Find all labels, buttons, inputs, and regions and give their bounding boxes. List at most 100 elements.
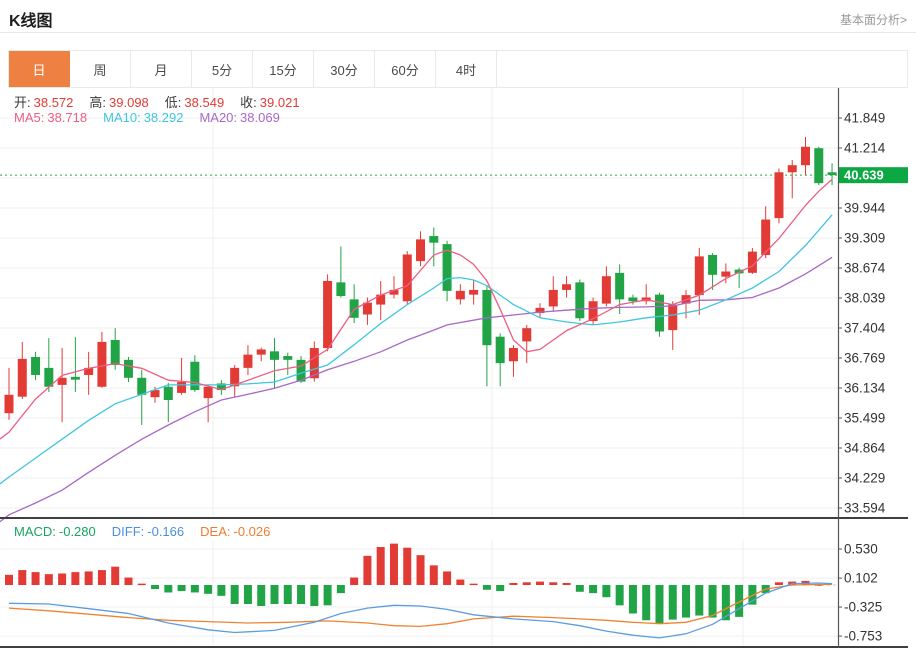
page-title: K线图 bbox=[9, 13, 53, 30]
y-axis-label: 39.944 bbox=[844, 200, 886, 215]
macd-bar bbox=[44, 574, 53, 585]
candle-body bbox=[615, 272, 625, 300]
y-axis-label: 41.214 bbox=[844, 140, 886, 155]
y-axis-label: 33.594 bbox=[844, 500, 886, 515]
candle-body bbox=[243, 354, 253, 368]
candle-body bbox=[163, 386, 173, 400]
candle-body bbox=[203, 386, 213, 399]
candle-body bbox=[44, 367, 54, 387]
tab-日[interactable]: 日 bbox=[9, 51, 70, 87]
macd-bar bbox=[310, 585, 319, 607]
y-axis-label: 36.134 bbox=[844, 380, 886, 395]
candle-body bbox=[31, 357, 41, 375]
current-price-tag bbox=[839, 167, 908, 184]
candle-body bbox=[57, 377, 67, 385]
macd-bar bbox=[97, 570, 106, 585]
candle-body bbox=[442, 244, 452, 291]
candle-body bbox=[230, 367, 240, 387]
tab-5分[interactable]: 5分 bbox=[192, 51, 253, 87]
macd-bar bbox=[695, 585, 704, 616]
candle-body bbox=[774, 172, 784, 219]
candle-body bbox=[429, 236, 439, 243]
macd-bar bbox=[482, 585, 491, 590]
dea-line bbox=[8, 583, 833, 628]
tab-30分[interactable]: 30分 bbox=[314, 51, 375, 87]
candle-body bbox=[216, 383, 226, 391]
candle-body bbox=[376, 294, 386, 305]
macd-bar bbox=[642, 585, 651, 621]
candle-body bbox=[349, 299, 359, 318]
y-axis-label: 36.769 bbox=[844, 350, 885, 365]
macd-axis-label: -0.325 bbox=[844, 600, 882, 615]
macd-bar bbox=[217, 585, 226, 596]
y-axis-label: 35.499 bbox=[844, 410, 885, 425]
fundamental-analysis-link[interactable]: 基本面分析> bbox=[839, 13, 907, 27]
macd-bar bbox=[708, 585, 717, 618]
macd-bar bbox=[509, 582, 518, 585]
candle-body bbox=[70, 376, 80, 380]
tab-周[interactable]: 周 bbox=[70, 51, 131, 87]
candle-body bbox=[362, 302, 372, 315]
macd-bar bbox=[111, 566, 120, 585]
candle-body bbox=[110, 339, 120, 366]
candle-body bbox=[508, 348, 518, 362]
macd-bar bbox=[456, 579, 465, 585]
tab-60分[interactable]: 60分 bbox=[375, 51, 436, 87]
macd-bar bbox=[243, 585, 252, 604]
macd-bar bbox=[682, 585, 691, 618]
macd-bar bbox=[536, 581, 544, 585]
candle-body bbox=[708, 254, 718, 275]
candle-body bbox=[455, 290, 465, 300]
macd-bar bbox=[58, 573, 67, 585]
candle-body bbox=[668, 304, 678, 331]
macd-bar bbox=[735, 585, 744, 617]
macd-bar bbox=[668, 585, 677, 620]
tab-15分[interactable]: 15分 bbox=[253, 51, 314, 87]
macd-bar bbox=[151, 585, 160, 590]
macd-bar bbox=[270, 585, 279, 604]
macd-bar bbox=[721, 585, 730, 621]
candle-body bbox=[323, 280, 333, 349]
ma20-line bbox=[0, 256, 833, 523]
macd-axis-label: 0.102 bbox=[844, 571, 878, 586]
ma5-line bbox=[0, 178, 833, 440]
macd-bar bbox=[403, 547, 412, 585]
candle-body bbox=[522, 328, 532, 342]
macd-bar bbox=[164, 585, 173, 593]
kline-chart[interactable]: 41.84941.21440.57939.94439.30938.67438.0… bbox=[0, 88, 916, 651]
macd-bar bbox=[323, 585, 332, 606]
macd-bar bbox=[429, 565, 438, 585]
macd-axis-label: -0.753 bbox=[844, 629, 882, 644]
candle-body bbox=[256, 349, 266, 355]
candle-body bbox=[150, 390, 160, 398]
y-axis-label: 34.864 bbox=[844, 440, 886, 455]
macd-bar bbox=[522, 582, 531, 585]
candle-body bbox=[177, 382, 187, 393]
macd-bar bbox=[655, 585, 664, 623]
interval-tabs: 日周月 5分 15分 30分 60分 4时 bbox=[8, 50, 908, 88]
y-axis-label: 39.309 bbox=[844, 230, 885, 245]
y-axis-label: 38.674 bbox=[844, 260, 886, 275]
macd-bar bbox=[124, 577, 133, 585]
ma10-line bbox=[0, 214, 833, 485]
candle-body bbox=[761, 219, 771, 255]
macd-bar bbox=[190, 585, 199, 593]
candle-body bbox=[17, 358, 27, 397]
macd-bar bbox=[615, 585, 624, 606]
macd-bar bbox=[31, 572, 40, 585]
candle-body bbox=[416, 239, 426, 262]
macd-bar bbox=[549, 582, 558, 585]
candle-body bbox=[801, 146, 810, 166]
tab-月[interactable]: 月 bbox=[131, 51, 192, 87]
macd-bar bbox=[18, 570, 27, 585]
macd-bar bbox=[363, 555, 372, 585]
macd-bar bbox=[376, 547, 385, 585]
candle-body bbox=[123, 359, 133, 378]
candle-body bbox=[137, 377, 147, 395]
macd-bar bbox=[350, 577, 359, 585]
candle-body bbox=[535, 307, 545, 314]
candle-body bbox=[97, 341, 107, 387]
tab-4时[interactable]: 4时 bbox=[436, 51, 497, 87]
candle-body bbox=[747, 251, 757, 273]
macd-bar bbox=[496, 585, 505, 592]
